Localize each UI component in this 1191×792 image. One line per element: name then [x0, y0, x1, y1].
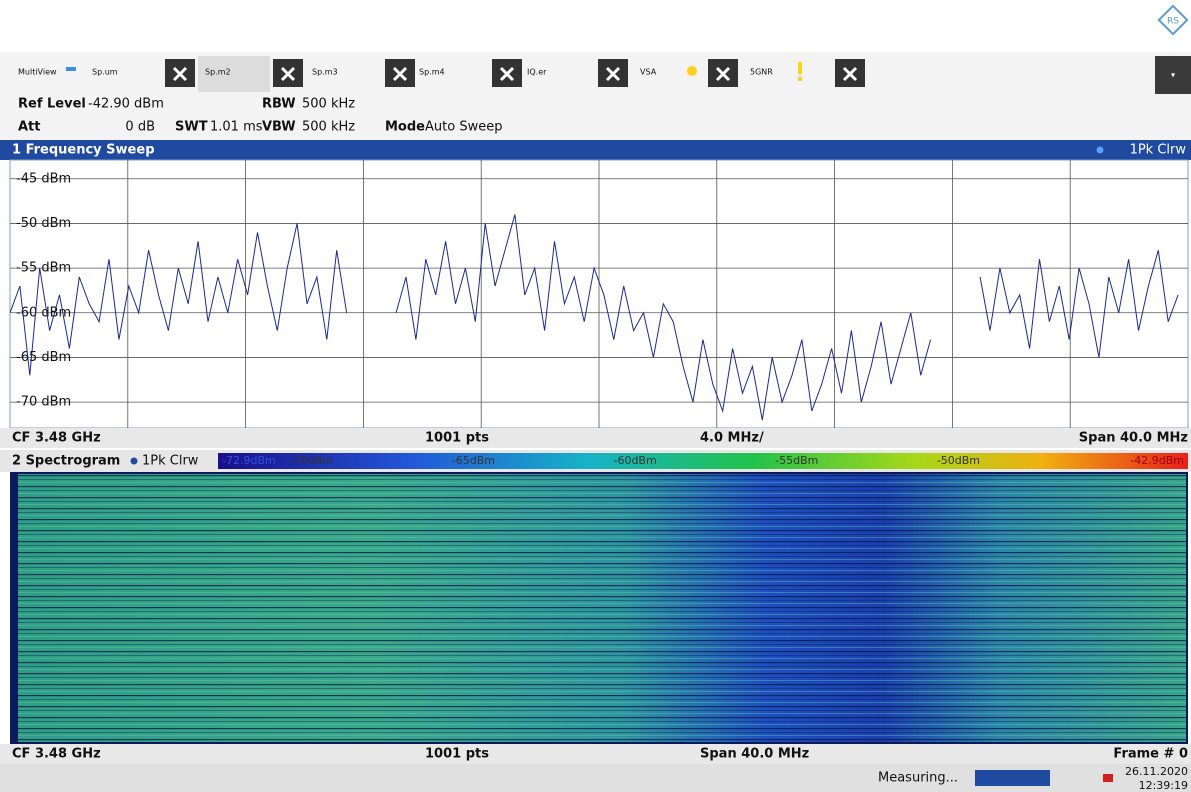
panel-title: 2 Spectrogram	[12, 454, 120, 469]
footer-label: 1001 pts	[425, 431, 489, 446]
trace-label: 1Pk Clrw	[142, 454, 199, 469]
setting-value: 500 kHz	[302, 120, 355, 135]
tab-icon	[66, 67, 76, 71]
colorbar-label: -72.9dBm	[222, 454, 276, 467]
colorbar-label: -55dBm	[775, 454, 818, 467]
tab-label: IQ.er	[527, 68, 547, 77]
warning-icon	[798, 62, 802, 74]
setting-label: VBW	[262, 120, 296, 135]
y-tick-label: -50 dBm	[16, 216, 71, 231]
setting-label: Ref Level	[18, 97, 86, 112]
time: 12:39:19	[1139, 779, 1188, 792]
tab-label: Sp.m4	[419, 68, 445, 77]
footer-label: 4.0 MHz/	[700, 431, 764, 446]
trace-label: 1Pk Clrw	[1130, 143, 1187, 158]
color-bar	[218, 453, 1188, 469]
footer-label: Span 40.0 MHz	[1079, 431, 1188, 446]
footer-label: 1001 pts	[425, 747, 489, 762]
tab-label: VSA	[640, 68, 657, 77]
setting-label: SWT	[175, 120, 208, 135]
setting-value: 1.01 ms	[210, 120, 263, 135]
setting-value: 500 kHz	[302, 97, 355, 112]
setting-label: Att	[18, 120, 41, 135]
footer-label: CF 3.48 GHz	[12, 431, 101, 446]
network-icon	[1103, 774, 1113, 782]
tab-label: 5GNR	[750, 68, 773, 77]
tab-icon	[687, 66, 697, 76]
y-tick-label: -45 dBm	[16, 171, 71, 186]
logo: RS	[1159, 6, 1187, 34]
tab-label: Sp.m3	[312, 68, 338, 77]
footer-label: CF 3.48 GHz	[12, 747, 101, 762]
panel-footer	[0, 744, 1191, 764]
y-tick-label: -70 dBm	[16, 395, 71, 410]
panel-title-bar	[0, 140, 1191, 160]
footer-label: Span 40.0 MHz	[700, 747, 809, 762]
trace-dot	[131, 458, 138, 465]
warning-icon	[798, 77, 802, 81]
menu-icon: ▾	[1171, 71, 1175, 80]
tab-label: Sp.um	[92, 68, 118, 77]
setting-label: Mode	[385, 120, 425, 135]
panel-footer	[0, 428, 1191, 448]
setting-value: Auto Sweep	[425, 120, 502, 135]
colorbar-label: -60dBm	[613, 454, 656, 467]
colorbar-label: -50dBm	[937, 454, 980, 467]
colorbar-label: -42.9dBm	[1130, 454, 1184, 467]
screen: RS ▾ 1 Frequency Sweep 1Pk Clrw 2 Spectr…	[0, 0, 1191, 792]
tab-label: Sp.m2	[205, 68, 231, 77]
setting-label: RBW	[262, 97, 296, 112]
svg-text:RS: RS	[1167, 17, 1179, 27]
footer-label: Frame # 0	[1113, 747, 1188, 762]
trace-dot	[1097, 147, 1104, 154]
status-text: Measuring...	[878, 771, 958, 786]
y-tick-label: -65 dBm	[16, 350, 71, 365]
setting-value: 0 dB	[125, 120, 155, 135]
spectrogram-lines	[18, 474, 1186, 742]
progress-bar	[975, 770, 1050, 786]
date: 26.11.2020	[1125, 765, 1188, 778]
colorbar-label: -70dBm	[290, 454, 333, 467]
tab-label: MultiView	[18, 68, 57, 77]
colorbar-label: -65dBm	[452, 454, 495, 467]
setting-value: -42.90 dBm	[88, 97, 164, 112]
y-tick-label: -55 dBm	[16, 261, 71, 276]
panel-title: 1 Frequency Sweep	[12, 143, 155, 158]
